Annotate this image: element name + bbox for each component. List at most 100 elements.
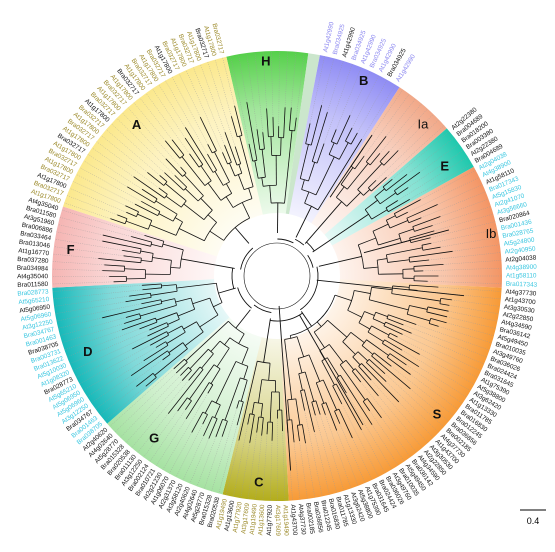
- tree-branch: [139, 321, 158, 330]
- tree-branch: [303, 389, 315, 433]
- tree-branch: [409, 305, 428, 310]
- tree-branch: [409, 284, 439, 288]
- tree-branch: [162, 354, 171, 361]
- tree-branch: [236, 401, 244, 426]
- tree-branch: [345, 127, 353, 142]
- tree-branch: [377, 258, 388, 261]
- tree-branch: [140, 250, 154, 254]
- clade-label-c: C: [254, 475, 264, 490]
- leaf-label: At3g17609: [240, 502, 251, 534]
- tree-branch: [165, 183, 187, 202]
- tree-branch: [165, 195, 182, 208]
- tree-branch: [238, 164, 243, 174]
- tree-branch: [336, 186, 345, 198]
- tree-branch: [328, 344, 344, 363]
- tree-branch: [133, 176, 165, 199]
- clade-label-s: S: [433, 407, 442, 422]
- tree-branch: [358, 322, 371, 330]
- tree-branch: [134, 203, 158, 216]
- leaf-label: At1g43700: [289, 504, 298, 536]
- tree-branch-arc: [351, 368, 356, 372]
- tree-branch: [158, 213, 174, 222]
- leaf-label: At1g19490: [249, 503, 259, 535]
- tree-branch: [406, 204, 438, 219]
- tree-branch: [161, 298, 175, 303]
- tree-branch: [215, 361, 237, 404]
- tree-branch: [207, 144, 213, 154]
- tree-branch: [181, 369, 192, 381]
- tree-branch: [369, 299, 409, 311]
- tree-branch: [199, 314, 219, 328]
- tree-branch: [156, 312, 177, 321]
- tree-branch: [203, 416, 213, 437]
- leaf-guide-line: [282, 430, 286, 501]
- tree-branch-arc: [289, 129, 295, 132]
- tree-branch-arc: [374, 196, 381, 205]
- leaf-guide-line: [321, 58, 335, 106]
- tree-branch: [407, 313, 431, 322]
- tree-branch: [214, 171, 224, 186]
- tree-branch: [294, 117, 297, 131]
- tree-branch: [328, 142, 335, 155]
- tree-branch: [175, 297, 192, 303]
- leaf-guide-line: [336, 67, 362, 130]
- tree-branch: [383, 325, 403, 335]
- clade-stem: [304, 201, 343, 244]
- tree-branch: [368, 180, 377, 189]
- tree-branch: [145, 377, 157, 387]
- leaf-label: At2g40950: [504, 245, 536, 255]
- leaf-guide-line: [54, 295, 130, 307]
- tree-branch-arc: [165, 341, 169, 346]
- leaf-guide-line: [137, 413, 169, 453]
- tree-branch: [308, 162, 316, 182]
- leaf-guide-line: [432, 206, 492, 226]
- tree-branch: [408, 217, 422, 224]
- leaf-label: At3g17609: [274, 505, 281, 536]
- leaf-guide-line: [64, 202, 111, 219]
- tree-branch: [147, 325, 169, 337]
- tree-branch: [372, 318, 385, 325]
- leaf-guide-line: [271, 51, 274, 118]
- tree-branch-arc: [300, 178, 309, 182]
- tree-branch-arc: [328, 154, 340, 160]
- leaf-label: Bra011580: [17, 281, 48, 289]
- tree-branch: [369, 153, 381, 166]
- tree-branch: [439, 303, 450, 306]
- tree-branch: [266, 108, 269, 137]
- tree-branch-arc: [208, 348, 214, 355]
- tree-branch: [165, 158, 183, 177]
- tree-branch-arc: [345, 140, 352, 145]
- tree-branch: [373, 352, 392, 367]
- leaf-guide-line: [430, 221, 496, 238]
- tree-branch: [225, 196, 234, 208]
- tree-branch: [336, 115, 351, 145]
- tree-branch-arc: [394, 190, 398, 196]
- clade-sector-h-edge: [285, 53, 320, 215]
- tree-branch: [131, 236, 152, 243]
- long-branch: [299, 314, 364, 426]
- tree-branch: [384, 339, 403, 351]
- leaf-guide-line: [106, 129, 160, 176]
- tree-branch: [413, 263, 444, 267]
- leaf-guide-line: [52, 268, 103, 271]
- leaf-guide-line: [378, 395, 423, 448]
- clade-sector-g: [107, 317, 262, 495]
- tree-branch: [398, 228, 414, 235]
- clade-label-a: A: [132, 117, 142, 132]
- tree-branch: [167, 325, 182, 334]
- tree-branch: [256, 416, 260, 433]
- tree-branch: [283, 107, 286, 138]
- tree-branch: [164, 140, 181, 159]
- tree-branch: [184, 174, 204, 197]
- clade-sector-ia: [311, 87, 447, 235]
- leaf-guide-line: [364, 93, 410, 157]
- tree-branch: [185, 400, 192, 410]
- tree-branch: [338, 142, 349, 160]
- tree-branch: [301, 424, 306, 444]
- leaf-guide-line: [52, 285, 143, 292]
- leaf-guide-line: [375, 119, 439, 181]
- tree-branch: [125, 297, 152, 303]
- tree-branch: [268, 363, 271, 381]
- leaf-guide-line: [196, 436, 217, 487]
- tree-branch: [167, 369, 204, 414]
